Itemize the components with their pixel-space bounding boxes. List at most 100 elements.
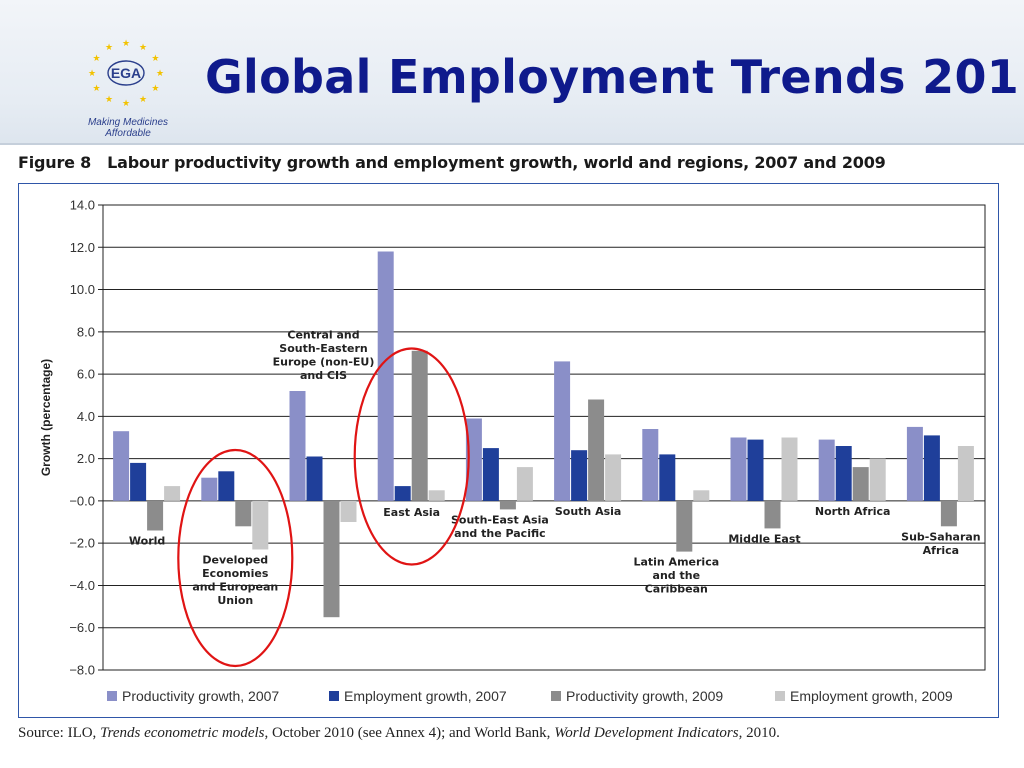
bar-employment-growth-2007-north-africa xyxy=(835,446,852,501)
source-ref-1: Trends econometric models xyxy=(100,725,265,741)
category-label-line: Sub-Saharan xyxy=(901,530,980,543)
category-label-line: Europe (non-EU) xyxy=(273,356,375,369)
highlight-annotations xyxy=(177,347,470,668)
header-band xyxy=(0,0,1024,145)
logo-star-icon: ★ xyxy=(93,54,101,64)
highlight-circle-east-asia xyxy=(353,347,470,566)
y-tick-label: −0.0 xyxy=(69,493,95,508)
bar-productivity-growth-2009-sub-saharan-africa xyxy=(940,500,957,527)
bar-employment-growth-2007-central-and-south-eastern-europe-non-eu-and-cis xyxy=(306,456,323,501)
bar-productivity-growth-2009-world xyxy=(147,500,164,531)
legend-swatch-productivity-growth-2007 xyxy=(107,691,117,701)
bar-productivity-growth-2009-north-africa xyxy=(852,467,869,501)
category-label-line: World xyxy=(129,535,165,548)
bar-productivity-growth-2009-central-and-south-eastern-europe-non-eu-and-cis xyxy=(323,500,340,618)
legend-label-employment-growth-2007: Employment growth, 2007 xyxy=(344,688,507,704)
logo-star-icon: ★ xyxy=(122,39,130,49)
figure-number: Figure 8 xyxy=(18,153,92,172)
bar-employment-growth-2009-south-east-asia-and-the-pacific xyxy=(516,467,533,501)
y-tick-label: 12.0 xyxy=(70,240,95,255)
category-label-line: and the Pacific xyxy=(454,527,546,540)
bar-employment-growth-2009-world xyxy=(164,486,181,501)
logo-stars-ring: ★ ★ ★ ★ ★ ★ ★ ★ ★ ★ ★ ★ xyxy=(88,39,164,109)
y-tick-label: 6.0 xyxy=(77,367,95,382)
logo-star-icon: ★ xyxy=(122,99,130,109)
y-tick-label: 4.0 xyxy=(77,409,95,424)
logo-ellipse xyxy=(107,60,145,86)
logo-star-icon: ★ xyxy=(151,54,159,64)
plot-area-border xyxy=(102,204,986,671)
bar-productivity-growth-2009-latin-america-and-the-caribbean xyxy=(676,500,693,552)
chart-gridlines xyxy=(98,204,985,671)
logo-star-icon: ★ xyxy=(139,43,147,53)
category-label-line: Latin America xyxy=(633,556,719,569)
figure-caption: Figure 8 Labour productivity growth and e… xyxy=(18,153,886,172)
bar-productivity-growth-2009-east-asia xyxy=(411,350,428,501)
legend-swatch-employment-growth-2009 xyxy=(775,691,785,701)
legend-label-employment-growth-2009: Employment growth, 2009 xyxy=(790,688,953,704)
y-tick-label: −2.0 xyxy=(69,536,95,551)
legend-swatch-productivity-growth-2009 xyxy=(551,691,561,701)
chart-y-axis: 14.0 12.0 10.0 8.0 6.0 4.0 2.0 −0.0 −2.0 −4.0 −6.0… xyxy=(69,198,95,678)
category-label-line: South-Eastern xyxy=(279,342,367,355)
bar-employment-growth-2007-middle-east xyxy=(747,439,764,501)
y-tick-label: 14.0 xyxy=(70,198,95,213)
bar-productivity-growth-2007-middle-east xyxy=(730,437,747,501)
category-label-line: Union xyxy=(217,594,253,607)
category-label-east-asia: East Asia xyxy=(383,506,440,519)
logo-star-icon: ★ xyxy=(105,95,113,105)
logo-star-icon: ★ xyxy=(151,84,159,94)
bar-employment-growth-2009-north-africa xyxy=(869,458,886,501)
category-label-world: World xyxy=(129,535,165,548)
source-note: Source: ILO, Trends econometric models , … xyxy=(18,725,780,742)
bar-productivity-growth-2009-south-asia xyxy=(588,399,605,501)
bar-productivity-growth-2007-sub-saharan-africa xyxy=(906,426,923,501)
category-label-line: Caribbean xyxy=(645,583,708,596)
y-tick-label: 2.0 xyxy=(77,451,95,466)
header-divider xyxy=(0,143,1024,145)
y-tick-label: −6.0 xyxy=(69,620,95,635)
bar-employment-growth-2007-developed-economies-and-european-union xyxy=(218,471,235,501)
bar-employment-growth-2007-south-asia xyxy=(571,450,588,501)
bar-productivity-growth-2007-east-asia xyxy=(377,251,394,501)
bar-productivity-growth-2009-developed-economies-and-european-union xyxy=(235,500,252,527)
category-label-south-asia: South Asia xyxy=(555,505,621,518)
y-axis-title: Growth (percentage) xyxy=(39,359,53,476)
category-label-line: Central and xyxy=(287,329,359,342)
category-label-north-africa: North Africa xyxy=(815,505,891,518)
ega-logo: ★ ★ ★ ★ ★ ★ ★ ★ ★ ★ ★ ★ EGA xyxy=(88,39,164,109)
bar-productivity-growth-2009-middle-east xyxy=(764,500,781,529)
bar-productivity-growth-2007-latin-america-and-the-caribbean xyxy=(642,429,659,501)
logo-star-icon: ★ xyxy=(88,69,96,79)
legend-label-productivity-growth-2009: Productivity growth, 2009 xyxy=(566,688,723,704)
category-labels: World Developed Economies and European Union… xyxy=(129,329,981,608)
bar-employment-growth-2007-world xyxy=(130,462,147,501)
category-label-line: East Asia xyxy=(383,506,440,519)
y-tick-label: 10.0 xyxy=(70,282,95,297)
logo-star-icon: ★ xyxy=(156,69,164,79)
category-label-line: Africa xyxy=(923,544,959,557)
logo-star-icon: ★ xyxy=(139,95,147,105)
category-label-line: Middle East xyxy=(728,532,800,545)
category-label-line: South Asia xyxy=(555,505,621,518)
category-label-sub-saharan-africa: Sub-Saharan Africa xyxy=(901,530,980,557)
bar-employment-growth-2009-middle-east xyxy=(781,437,798,501)
source-prefix: Source: ILO, xyxy=(18,725,101,741)
y-tick-label: −4.0 xyxy=(69,578,95,593)
logo-tagline: Making Medicines Affordable xyxy=(87,117,169,139)
figure-caption-text: Labour productivity growth and employmen… xyxy=(107,153,886,172)
bar-employment-growth-2007-south-east-asia-and-the-pacific xyxy=(482,448,499,501)
category-label-line: Developed xyxy=(202,554,268,567)
bar-productivity-growth-2009-south-east-asia-and-the-pacific xyxy=(499,500,516,510)
bar-employment-growth-2009-developed-economies-and-european-union xyxy=(252,500,269,550)
legend-swatch-employment-growth-2007 xyxy=(329,691,339,701)
source-suffix: , 2010. xyxy=(738,725,780,741)
bar-employment-growth-2007-east-asia xyxy=(394,486,411,501)
category-label-developed-economies-and-european-union: Developed Economies and European Union xyxy=(192,554,278,608)
bar-productivity-growth-2007-south-asia xyxy=(554,361,571,501)
category-label-latin-america-and-the-caribbean: Latin America and the Caribbean xyxy=(633,556,719,596)
category-label-line: North Africa xyxy=(815,505,891,518)
bar-productivity-growth-2007-north-africa xyxy=(818,439,835,501)
bar-employment-growth-2007-sub-saharan-africa xyxy=(923,435,940,501)
bar-employment-growth-2009-south-asia xyxy=(605,454,622,501)
